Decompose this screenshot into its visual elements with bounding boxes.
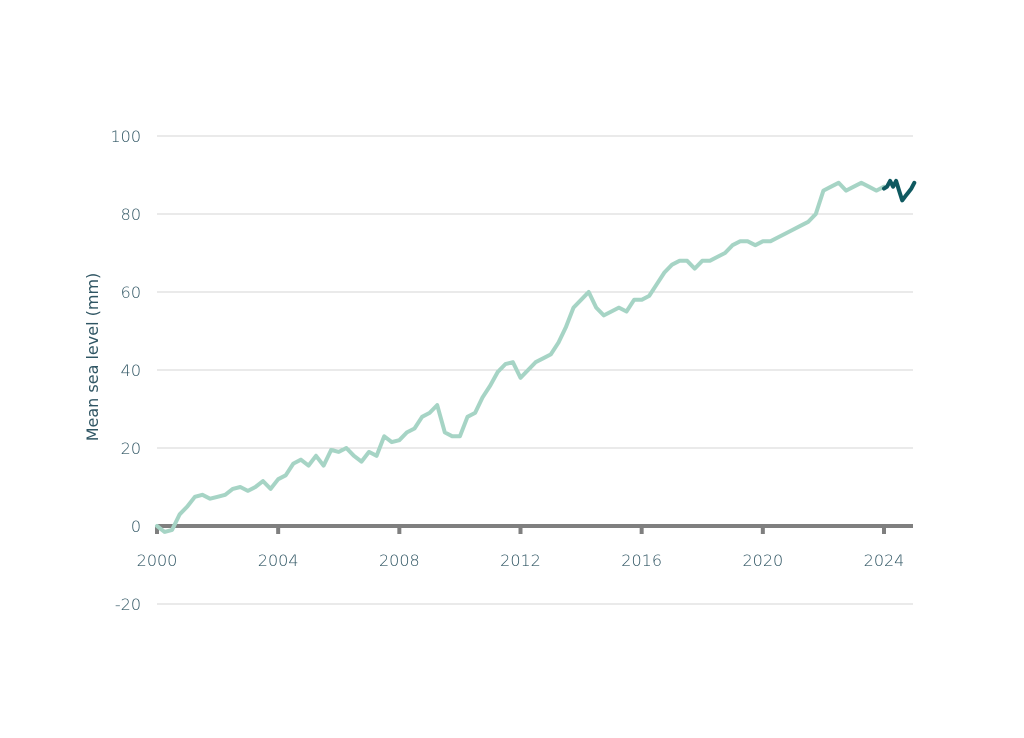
x-axis-tick-labels: 2000 2004 2008 2012 2016 2020 2024	[137, 551, 905, 570]
y-tick-label: 40	[121, 361, 141, 380]
x-tick-label: 2012	[500, 551, 541, 570]
x-tick-label: 2008	[379, 551, 420, 570]
x-tick-mark	[155, 526, 159, 534]
sea-level-line	[155, 180, 886, 534]
x-tick-mark	[760, 526, 765, 534]
x-tick-mark	[397, 526, 402, 534]
y-tick-label: 20	[121, 439, 141, 458]
y-tick-label: 80	[121, 205, 141, 224]
y-tick-label: 100	[110, 127, 141, 146]
x-tick-mark	[639, 526, 644, 534]
x-tick-label: 2004	[258, 551, 299, 570]
x-tick-mark	[276, 526, 281, 534]
x-tick-label: 2020	[742, 551, 783, 570]
y-tick-label: -20	[115, 595, 141, 614]
x-tick-label: 2000	[137, 551, 178, 570]
y-axis-title: Mean sea level (mm)	[83, 273, 102, 442]
x-tick-mark	[882, 526, 886, 534]
gridlines	[157, 135, 913, 605]
y-axis-tick-labels: 100 80 60 40 20 0 -20	[110, 127, 141, 614]
y-tick-label: 60	[121, 283, 141, 302]
x-tick-mark	[518, 526, 523, 534]
sea-level-line-2024-highlight	[882, 178, 917, 203]
x-axis-zero-line	[155, 524, 913, 534]
data-series	[155, 178, 917, 534]
x-tick-label: 2024	[864, 551, 905, 570]
y-tick-label: 0	[131, 517, 141, 536]
x-tick-label: 2016	[621, 551, 662, 570]
